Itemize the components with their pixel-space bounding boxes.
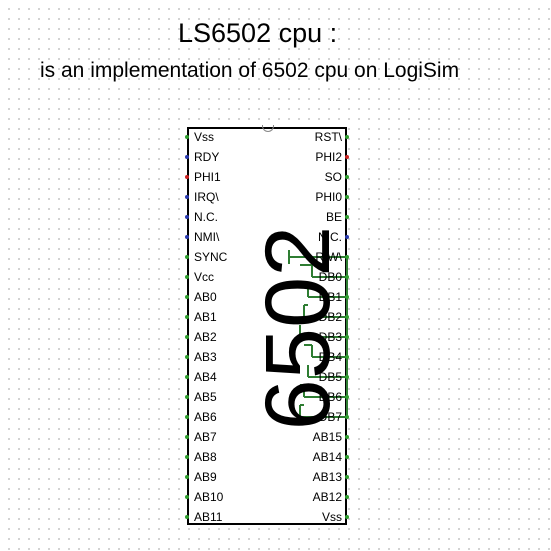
pin-right-12: DB5 — [318, 370, 342, 384]
pin-connector-right-18[interactable] — [345, 495, 349, 499]
pin-connector-left-9[interactable] — [185, 315, 189, 319]
pin-connector-left-6[interactable] — [185, 255, 189, 259]
pin-left-7: Vcc — [194, 270, 215, 284]
pin-left-18: AB10 — [194, 490, 224, 504]
pin-left-8: AB0 — [194, 290, 217, 304]
pin-connector-left-3[interactable] — [185, 195, 189, 199]
pin-connector-right-15[interactable] — [345, 435, 349, 439]
pin-connector-right-3[interactable] — [345, 195, 349, 199]
pin-left-0: Vss — [194, 130, 215, 144]
pin-connector-left-4[interactable] — [185, 215, 189, 219]
pin-connector-right-5[interactable] — [345, 235, 349, 239]
pin-left-10: AB2 — [194, 330, 217, 344]
pin-connector-left-13[interactable] — [185, 395, 189, 399]
pin-right-10: DB3 — [318, 330, 342, 344]
pin-connector-right-17[interactable] — [345, 475, 349, 479]
pin-left-15: AB7 — [194, 430, 217, 444]
pin-left-19: AB11 — [194, 510, 223, 524]
pin-connector-right-8[interactable] — [345, 295, 349, 299]
pin-left-2: PHI1 — [194, 170, 221, 184]
canvas-subtitle: is an implementation of 6502 cpu on Logi… — [40, 59, 460, 82]
pin-left-17: AB9 — [194, 470, 217, 484]
pin-connector-right-7[interactable] — [345, 275, 349, 279]
pin-right-18: AB12 — [312, 490, 342, 504]
pin-right-9: DB2 — [318, 310, 342, 324]
canvas-title: LS6502 cpu : — [178, 18, 338, 48]
pin-right-14: DB7 — [318, 410, 342, 424]
pin-right-16: AB14 — [312, 450, 342, 464]
pin-connector-left-2[interactable] — [185, 175, 189, 179]
pin-left-3: IRQ\ — [194, 190, 219, 204]
pin-left-11: AB3 — [194, 350, 217, 364]
pin-connector-right-4[interactable] — [345, 215, 349, 219]
pin-connector-right-10[interactable] — [345, 335, 349, 339]
pin-connector-left-16[interactable] — [185, 455, 189, 459]
pin-right-2: SO — [324, 170, 342, 184]
pin-connector-left-8[interactable] — [185, 295, 189, 299]
pin-right-6: R/W\ — [315, 250, 342, 264]
pin-left-12: AB4 — [194, 370, 217, 384]
pin-connector-left-17[interactable] — [185, 475, 189, 479]
pin-connector-right-9[interactable] — [345, 315, 349, 319]
pin-connector-left-10[interactable] — [185, 335, 189, 339]
pin-connector-right-13[interactable] — [345, 395, 349, 399]
pin-right-19: Vss — [321, 510, 342, 524]
pin-right-7: DB0 — [318, 270, 342, 284]
pin-connector-left-15[interactable] — [185, 435, 189, 439]
pin-right-1: PHI2 — [315, 150, 342, 164]
pin-left-16: AB8 — [194, 450, 217, 464]
pin-connector-right-0[interactable] — [345, 135, 349, 139]
pin-connector-right-11[interactable] — [345, 355, 349, 359]
pin-connector-left-11[interactable] — [185, 355, 189, 359]
pin-connector-right-6[interactable] — [345, 255, 349, 259]
pin-connector-left-19[interactable] — [185, 515, 189, 519]
pin-connector-right-1[interactable] — [345, 155, 349, 159]
pin-connector-right-14[interactable] — [345, 415, 349, 419]
pin-connector-right-2[interactable] — [345, 175, 349, 179]
pin-left-14: AB6 — [194, 410, 217, 424]
pin-right-3: PHI0 — [315, 190, 342, 204]
pin-connector-right-19[interactable] — [345, 515, 349, 519]
pin-connector-right-16[interactable] — [345, 455, 349, 459]
cpu-chip-body[interactable] — [187, 127, 347, 525]
pin-connector-left-7[interactable] — [185, 275, 189, 279]
pin-left-6: SYNC — [194, 250, 228, 264]
pin-left-5: NMI\ — [194, 230, 220, 244]
pin-right-0: RST\ — [314, 130, 342, 144]
pin-left-13: AB5 — [194, 390, 217, 404]
pin-right-15: AB15 — [312, 430, 342, 444]
pin-right-17: AB13 — [312, 470, 342, 484]
pin-connector-left-1[interactable] — [185, 155, 189, 159]
pin-right-13: DB6 — [318, 390, 342, 404]
pin-connector-left-18[interactable] — [185, 495, 189, 499]
pin-right-4: BE — [325, 210, 342, 224]
pin-connector-left-14[interactable] — [185, 415, 189, 419]
pin-right-5: N.C. — [318, 230, 342, 244]
pin-connector-left-12[interactable] — [185, 375, 189, 379]
pin-right-8: DB1 — [318, 290, 342, 304]
pin-left-4: N.C. — [194, 210, 218, 224]
chip-part-label: 6502 — [247, 225, 349, 431]
pin-left-1: RDY — [194, 150, 220, 164]
pin-connector-left-0[interactable] — [185, 135, 189, 139]
pin-right-11: DB4 — [318, 350, 342, 364]
pin-connector-left-5[interactable] — [185, 235, 189, 239]
pin-left-9: AB1 — [194, 310, 217, 324]
pin-connector-right-12[interactable] — [345, 375, 349, 379]
